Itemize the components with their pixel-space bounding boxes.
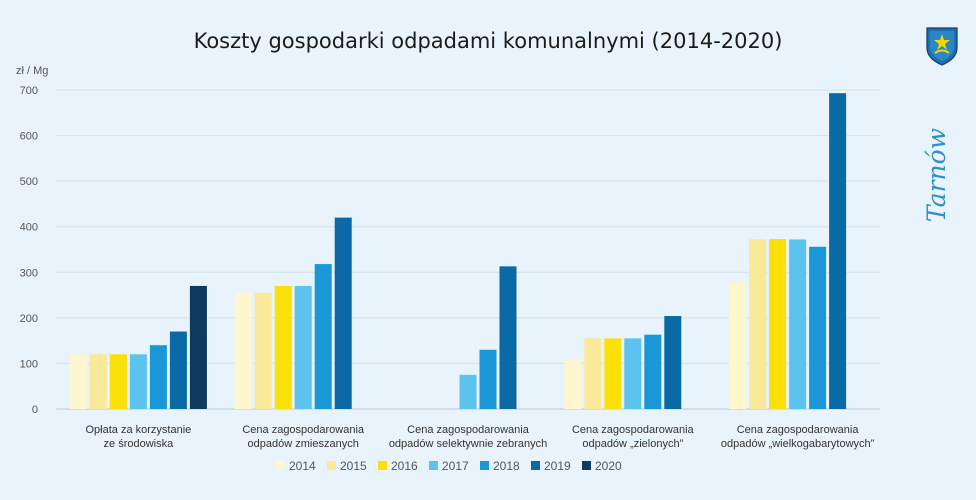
- category-label: odpadów zmieszanych: [248, 438, 359, 450]
- bar-2014: [69, 354, 87, 409]
- bar-2018: [149, 345, 167, 409]
- legend-item-2018: 2018: [480, 459, 520, 473]
- category-label: Cena zagospodarowania: [407, 424, 530, 436]
- y-axis-ticks: 0 100 200 300 400 500 600 700: [20, 85, 38, 416]
- legend-swatch: [276, 461, 285, 470]
- legend-item-2014: 2014: [276, 459, 316, 473]
- category-label: Cena zagospodarowania: [242, 424, 365, 436]
- y-tick-label: 600: [20, 131, 38, 143]
- legend-swatch: [429, 461, 438, 470]
- bar-2016: [769, 239, 787, 409]
- bar-2015: [584, 338, 602, 409]
- bar-2016: [604, 338, 622, 409]
- legend-item-2015: 2015: [327, 459, 367, 473]
- bar-2018: [809, 246, 827, 409]
- y-tick-label: 0: [32, 404, 38, 416]
- legend-item-2019: 2019: [531, 459, 571, 473]
- y-tick-label: 500: [20, 176, 38, 188]
- y-axis-unit: zł / Mg: [16, 65, 48, 77]
- legend-swatch: [531, 461, 540, 470]
- legend-label: 2020: [595, 459, 622, 473]
- bar-2020: [189, 285, 207, 409]
- bar-2017: [789, 239, 807, 409]
- legend-swatch: [378, 461, 387, 470]
- legend-label: 2015: [340, 459, 367, 473]
- bar-2014: [234, 292, 252, 409]
- legend-label: 2017: [442, 459, 469, 473]
- legend-item-2017: 2017: [429, 459, 469, 473]
- legend-item-2016: 2016: [378, 459, 418, 473]
- bar-2018: [314, 264, 332, 409]
- bar-2019: [664, 316, 682, 409]
- tarnow-crest-icon: [926, 27, 958, 66]
- bar-2014: [564, 359, 582, 409]
- bar-2019: [829, 93, 847, 409]
- bars: [69, 93, 847, 409]
- bar-2015: [749, 239, 767, 409]
- bar-2014: [729, 282, 747, 409]
- y-tick-label: 400: [20, 222, 38, 234]
- category-label: Opłata za korzystanie: [86, 424, 192, 436]
- legend-label: 2016: [391, 459, 418, 473]
- chart-title: Koszty gospodarki odpadami komunalnymi (…: [194, 29, 783, 53]
- bar-2017: [459, 374, 477, 409]
- bar-2017: [624, 338, 642, 409]
- legend-item-2020: 2020: [582, 459, 622, 473]
- legend-label: 2014: [289, 459, 316, 473]
- category-label: ze środowiska: [104, 438, 175, 450]
- bar-2018: [479, 349, 497, 409]
- bar-2019: [169, 331, 187, 409]
- tarnow-wordmark-logo: Tarnów: [922, 128, 951, 222]
- category-label: Cena zagospodarowania: [572, 424, 695, 436]
- legend-swatch: [582, 461, 591, 470]
- legend-swatch: [327, 461, 336, 470]
- bar-2015: [89, 354, 107, 409]
- category-label: odpadów „zielonych”: [582, 438, 683, 450]
- svg-text:Tarnów: Tarnów: [922, 128, 951, 222]
- y-tick-label: 100: [20, 358, 38, 370]
- legend-label: 2019: [544, 459, 571, 473]
- category-label: Cena zagospodarowania: [737, 424, 860, 436]
- y-tick-label: 700: [20, 85, 38, 97]
- bar-2016: [109, 354, 127, 409]
- y-tick-label: 300: [20, 267, 38, 279]
- y-tick-label: 200: [20, 313, 38, 325]
- bar-2018: [644, 334, 662, 409]
- category-label: odpadów „wielkogabarytowych”: [721, 438, 875, 450]
- bar-2017: [129, 354, 147, 409]
- bar-2017: [294, 285, 312, 409]
- x-axis-categories: Opłata za korzystanie ze środowiska Cena z…: [86, 424, 875, 450]
- bar-2015: [254, 292, 272, 409]
- legend-swatch: [480, 461, 489, 470]
- category-label: odpadów selektywnie zebranych: [389, 438, 547, 450]
- legend-label: 2018: [493, 459, 520, 473]
- bar-2019: [334, 217, 352, 409]
- bar-2019: [499, 266, 517, 409]
- bar-2016: [274, 285, 292, 409]
- legend: 2014 2015 2016 2017 2018 2019 2020: [276, 459, 622, 473]
